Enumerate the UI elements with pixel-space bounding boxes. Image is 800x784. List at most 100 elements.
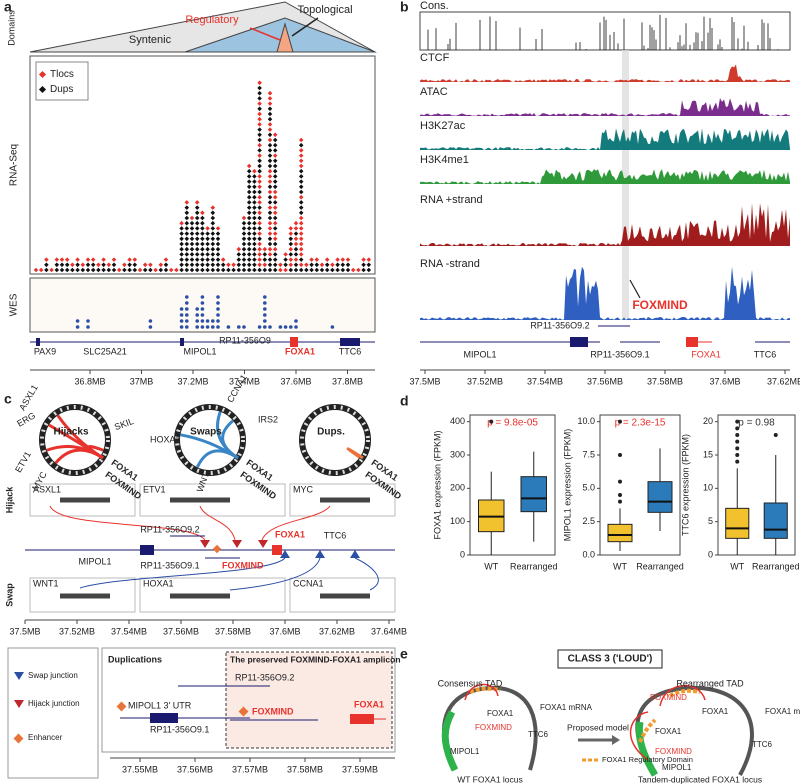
x-tick-label: 37.5MB — [9, 626, 40, 636]
dot — [272, 148, 278, 153]
box — [520, 476, 547, 513]
track-label: ATAC — [420, 86, 448, 98]
dot — [215, 257, 221, 262]
enhancer — [238, 706, 249, 717]
regulatory-domain — [276, 22, 294, 53]
dot — [267, 257, 273, 262]
subtitle: Rearranged TAD — [676, 678, 744, 688]
wes-dot — [216, 295, 220, 299]
diagram-label: FOXA1 mRNA — [765, 707, 800, 716]
wes-dot — [216, 301, 220, 305]
dot — [163, 262, 169, 268]
diagram-label: MIPOL1 — [662, 763, 692, 772]
x-tick-label: 37.8MB — [332, 376, 363, 386]
dot — [345, 257, 351, 262]
diagram-label: FOXMIND — [475, 723, 512, 732]
x-tick-label: 37.58MB — [287, 764, 323, 774]
x-tick-label: 37.6MB — [269, 626, 300, 636]
dot — [257, 194, 262, 200]
gene-label: MIPOL1 3' UTR — [128, 700, 192, 710]
swap-link — [354, 557, 379, 591]
dot — [366, 257, 372, 262]
dot — [101, 262, 106, 268]
outlier — [618, 479, 622, 484]
partner-label: CCNA1 — [293, 578, 324, 588]
legend-label: Hijack junction — [28, 699, 80, 708]
hijack-junction — [232, 540, 242, 548]
dot — [184, 257, 190, 262]
regulatory-domain — [668, 688, 701, 698]
panel-label: c — [4, 391, 12, 407]
dot — [262, 257, 268, 262]
dot — [288, 246, 294, 252]
dot — [267, 194, 273, 200]
dot — [267, 200, 273, 205]
dot — [257, 226, 262, 231]
gene-label: TTC6 — [754, 349, 777, 359]
wes-dot — [263, 319, 267, 323]
mipol1-segment — [441, 710, 459, 772]
wes-dot — [185, 325, 189, 329]
dot — [262, 262, 268, 268]
dot — [241, 267, 247, 273]
panel-label: b — [400, 0, 409, 15]
wes-dot — [330, 325, 335, 329]
circos-title: Hijacks — [53, 427, 88, 438]
gene-label: SLC25A21 — [83, 346, 127, 356]
legend-box — [7, 647, 99, 779]
legend-label: Enhancer — [28, 733, 63, 742]
subtitle: Consensus TAD — [438, 678, 503, 688]
wes-dot — [263, 295, 267, 299]
dot — [262, 252, 268, 257]
x-tick-label: Rearranged — [510, 561, 558, 571]
x-tick-label: 37.52MB — [467, 376, 503, 386]
exon — [340, 338, 360, 346]
x-tick-label: 37.54MB — [111, 626, 147, 636]
track-label: RNA +strand — [420, 194, 483, 206]
signal-track — [420, 169, 790, 184]
dot — [257, 220, 262, 226]
wes-dot — [242, 325, 246, 329]
wes-dot — [179, 319, 184, 323]
gene-label: RP11-356O9.1 — [590, 349, 649, 359]
dot — [179, 257, 184, 262]
dot — [283, 262, 288, 268]
wes-dot — [237, 325, 241, 329]
dot — [319, 262, 325, 268]
label: Regulatory — [185, 14, 239, 26]
dot — [288, 236, 294, 242]
axis-label: RNA-Seq — [9, 144, 20, 186]
axis-label: Domains — [6, 10, 16, 46]
dot — [293, 226, 299, 231]
gene-label: FOXMIND — [252, 706, 294, 716]
y-tick-label: 0.0 — [582, 549, 595, 559]
gene-label: RP11-356O9.2 — [530, 320, 589, 330]
dot — [350, 267, 356, 273]
dot — [210, 267, 216, 273]
exon — [686, 337, 698, 347]
dot — [283, 257, 288, 262]
x-tick-label: WT — [484, 561, 498, 571]
partner-label: HOXA1 — [143, 578, 174, 588]
dot — [293, 257, 299, 262]
outlier — [735, 459, 740, 464]
dot — [288, 226, 294, 231]
dot — [132, 267, 138, 273]
dot — [361, 267, 366, 273]
dot — [293, 252, 299, 257]
exon — [570, 337, 588, 347]
y-tick-label: 200 — [450, 483, 465, 493]
dot — [298, 174, 304, 179]
outlier — [618, 493, 622, 497]
track-label: RNA -strand — [420, 258, 480, 270]
swap-junction — [350, 550, 360, 558]
legend-label: Dups — [50, 84, 73, 95]
x-tick-label: WT — [613, 561, 627, 571]
dot — [90, 262, 96, 268]
gene-label: RP11-356O9.2 — [235, 672, 294, 682]
dot — [262, 246, 268, 252]
x-tick-label: 37.62MB — [767, 376, 800, 386]
dot — [132, 257, 138, 262]
wes-dot — [205, 319, 210, 323]
dot — [345, 267, 351, 273]
